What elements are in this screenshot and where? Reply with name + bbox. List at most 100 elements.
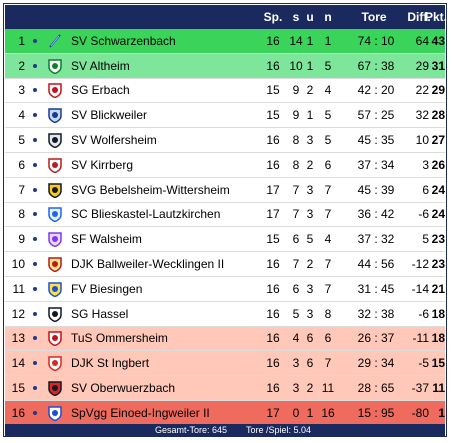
played: 16 xyxy=(266,331,280,346)
goals-for: 36 xyxy=(357,207,371,222)
goals-against: 32 xyxy=(381,232,395,247)
team-name[interactable]: SV Schwarzenbach xyxy=(71,33,176,48)
goals-for: 37 xyxy=(357,232,371,247)
draws: 3 xyxy=(306,306,314,321)
goals-against: 25 xyxy=(381,108,395,123)
losses: 7 xyxy=(324,182,332,197)
draws: 2 xyxy=(306,157,314,172)
table-row[interactable]: 5 SV Wolfersheim 16 8 3 5 45:35 10 27 xyxy=(5,128,445,153)
losses: 7 xyxy=(324,207,332,222)
goal-difference: -14 xyxy=(411,281,429,296)
goals-against: 95 xyxy=(381,405,395,420)
team-name[interactable]: SG Erbach xyxy=(71,83,130,98)
bullet-icon xyxy=(31,376,39,400)
goal-difference: 32 xyxy=(415,108,429,123)
club-crest-icon xyxy=(45,327,65,351)
table-row[interactable]: 6 SV Kirrberg 16 8 2 6 37:34 3 26 xyxy=(5,152,445,178)
points: 24 xyxy=(431,182,445,197)
club-crest-icon xyxy=(45,79,65,103)
goal-difference: -80 xyxy=(411,405,429,420)
points: 23 xyxy=(431,257,445,272)
losses: 7 xyxy=(324,257,332,272)
losses: 7 xyxy=(324,356,332,371)
wins: 7 xyxy=(292,182,300,197)
team-name[interactable]: FV Biesingen xyxy=(71,281,143,296)
goals-against: 35 xyxy=(381,133,395,148)
team-name[interactable]: SG Hassel xyxy=(71,306,129,321)
wins: 7 xyxy=(292,207,300,222)
goal-difference: 22 xyxy=(415,83,429,98)
table-row[interactable]: 13 TuS Ommersheim 16 4 6 6 26:37 -11 18 xyxy=(5,326,445,352)
wins: 5 xyxy=(292,306,300,321)
club-crest-icon xyxy=(45,252,65,276)
team-name[interactable]: TuS Ommersheim xyxy=(71,331,168,346)
team-name[interactable]: SV Oberwuerzbach xyxy=(71,381,176,396)
table-row[interactable]: 7 SVG Bebelsheim-Wittersheim 17 7 3 7 45:39 6 24 xyxy=(5,177,445,203)
team-name[interactable]: SV Altheim xyxy=(71,58,130,73)
table-row[interactable]: 15 SV Oberwuerzbach 16 3 2 11 28:65 -37 11 xyxy=(5,376,445,401)
table-row[interactable]: 11 FV Biesingen 16 6 3 7 31:45 -14 21 xyxy=(5,276,445,302)
bullet-icon xyxy=(31,302,39,326)
wins: 7 xyxy=(292,257,300,272)
goals-separator: : xyxy=(374,133,378,148)
bullet-icon xyxy=(31,351,39,375)
losses: 11 xyxy=(321,381,335,396)
team-name[interactable]: SC Blieskastel-Lautzkirchen xyxy=(71,207,221,222)
club-crest-icon xyxy=(45,351,65,375)
played: 17 xyxy=(266,207,280,222)
points: 28 xyxy=(431,108,445,123)
table-row[interactable]: 14 DJK St Ingbert 16 3 6 7 29:34 -5 15 xyxy=(5,351,445,377)
goals-for: 45 xyxy=(357,182,371,197)
goals-against: 38 xyxy=(381,306,395,321)
losses: 5 xyxy=(324,133,332,148)
goals-separator: : xyxy=(374,331,378,346)
rank: 5 xyxy=(18,133,25,148)
wins: 9 xyxy=(292,108,300,123)
table-row[interactable]: 9 SF Walsheim 15 6 5 4 37:32 5 23 xyxy=(5,227,445,253)
losses: 7 xyxy=(324,281,332,296)
table-row[interactable]: 16 SpVgg Einoed-Ingweiler II 17 0 1 16 15:95 -8… xyxy=(5,400,445,426)
draws: 2 xyxy=(306,381,314,396)
goals-separator: : xyxy=(374,182,378,197)
table-row[interactable]: 10 DJK Ballweiler-Wecklingen II 16 7 2 7 44:56… xyxy=(5,252,445,277)
team-name[interactable]: DJK St Ingbert xyxy=(71,356,150,371)
losses: 1 xyxy=(324,33,332,48)
table-row[interactable]: 8 SC Blieskastel-Lautzkirchen 17 7 3 7 36:42 -6… xyxy=(5,202,445,228)
table-row[interactable]: 3 SG Erbach 15 9 2 4 42:20 22 29 xyxy=(5,78,445,104)
team-name[interactable]: SV Kirrberg xyxy=(71,157,134,172)
team-name[interactable]: SF Walsheim xyxy=(71,232,142,247)
team-name[interactable]: SpVgg Einoed-Ingweiler II xyxy=(71,405,210,420)
team-name[interactable]: SV Blickweiler xyxy=(71,108,148,123)
team-name[interactable]: SVG Bebelsheim-Wittersheim xyxy=(71,182,230,197)
goals-separator: : xyxy=(374,381,378,396)
rank: 13 xyxy=(11,331,25,346)
table-row[interactable]: 4 SV Blickweiler 15 9 1 5 57:25 32 28 xyxy=(5,103,445,129)
goals-separator: : xyxy=(374,157,378,172)
club-crest-icon xyxy=(45,401,65,425)
goals-separator: : xyxy=(374,33,378,48)
table-row[interactable]: 12 SG Hassel 16 5 3 8 32:38 -6 18 xyxy=(5,301,445,327)
bullet-icon xyxy=(31,401,39,425)
rank: 4 xyxy=(18,108,25,123)
played: 15 xyxy=(266,83,280,98)
played: 15 xyxy=(266,108,280,123)
goals-against: 65 xyxy=(381,381,395,396)
points: 27 xyxy=(431,133,445,148)
bullet-icon xyxy=(31,252,39,276)
table-row[interactable]: 1 SV Schwarzenbach 16 14 1 1 74:10 64 43 xyxy=(5,29,445,54)
wins: 10 xyxy=(289,58,303,73)
club-crest-icon xyxy=(45,203,65,227)
goals-for: 57 xyxy=(357,108,371,123)
played: 16 xyxy=(266,133,280,148)
goal-difference: 64 xyxy=(415,33,429,48)
goals-separator: : xyxy=(374,83,378,98)
draws: 1 xyxy=(306,405,314,420)
goals-for: 26 xyxy=(357,331,371,346)
club-crest-icon xyxy=(45,376,65,400)
header-draws: u xyxy=(306,10,314,24)
played: 16 xyxy=(266,281,280,296)
table-row[interactable]: 2 SV Altheim 16 10 1 5 67:38 29 31 xyxy=(5,53,445,79)
team-name[interactable]: SV Wolfersheim xyxy=(71,133,157,148)
bullet-icon xyxy=(31,103,39,127)
team-name[interactable]: DJK Ballweiler-Wecklingen II xyxy=(71,257,225,272)
